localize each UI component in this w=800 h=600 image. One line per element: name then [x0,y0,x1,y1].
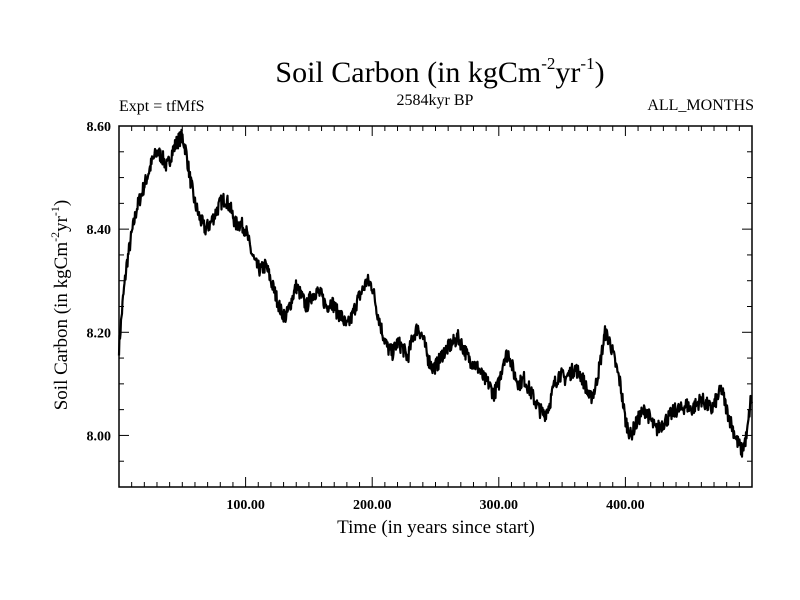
period-label: 2584kyr BP [396,92,474,109]
experiment-label: Expt = tfMfS [119,98,205,115]
y-axis-label: Soil Carbon (in kgCm-2yr-1) [48,199,72,411]
x-axis-label: Time (in years since start) [337,517,535,538]
x-tick-label: 200.00 [353,498,392,513]
months-label: ALL_MONTHS [647,97,754,114]
y-tick-label: 8.60 [87,120,112,135]
y-tick-label: 8.00 [87,429,112,444]
y-tick-label: 8.20 [87,326,112,341]
x-tick-label: 100.00 [226,498,265,513]
series-line-soil-carbon [117,128,754,458]
chart-title: Soil Carbon (in kgCm-2yr-1) [275,54,605,89]
x-tick-label: 400.00 [606,498,645,513]
y-tick-label: 8.40 [87,223,112,238]
x-tick-label: 300.00 [480,498,519,513]
